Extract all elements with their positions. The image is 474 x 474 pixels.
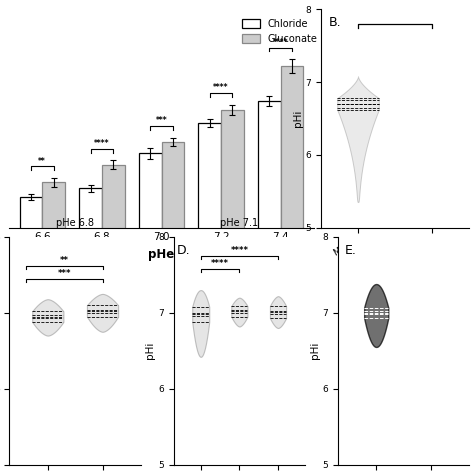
Legend: Chloride, Gluconate: Chloride, Gluconate [242,19,318,44]
Text: ***: *** [57,269,71,278]
Y-axis label: pHi: pHi [292,110,303,127]
Text: B.: B. [328,16,341,29]
Text: ****: **** [211,259,229,268]
Bar [258,101,281,474]
Text: **: ** [38,156,46,165]
Text: D.: D. [176,244,190,257]
Text: ****: **** [213,83,229,92]
Bar [199,123,221,474]
Y-axis label: pHi: pHi [146,342,155,359]
Text: ****: **** [273,38,289,47]
Bar [162,142,184,474]
Text: pHe 7.1: pHe 7.1 [220,218,258,228]
Text: pHe 6.8: pHe 6.8 [56,218,94,228]
Text: E.: E. [345,244,356,257]
Y-axis label: pHi: pHi [310,342,319,359]
Bar [42,182,65,474]
Bar [221,110,244,474]
Bar [79,188,102,474]
Text: ****: **** [94,139,109,148]
X-axis label: pHe: pHe [148,248,174,261]
Bar [19,197,42,474]
Bar [139,154,162,474]
Bar [102,165,125,474]
Text: ***: *** [155,117,167,126]
Text: **: ** [60,256,69,265]
Bar [281,66,303,474]
Text: ****: **** [230,246,248,255]
